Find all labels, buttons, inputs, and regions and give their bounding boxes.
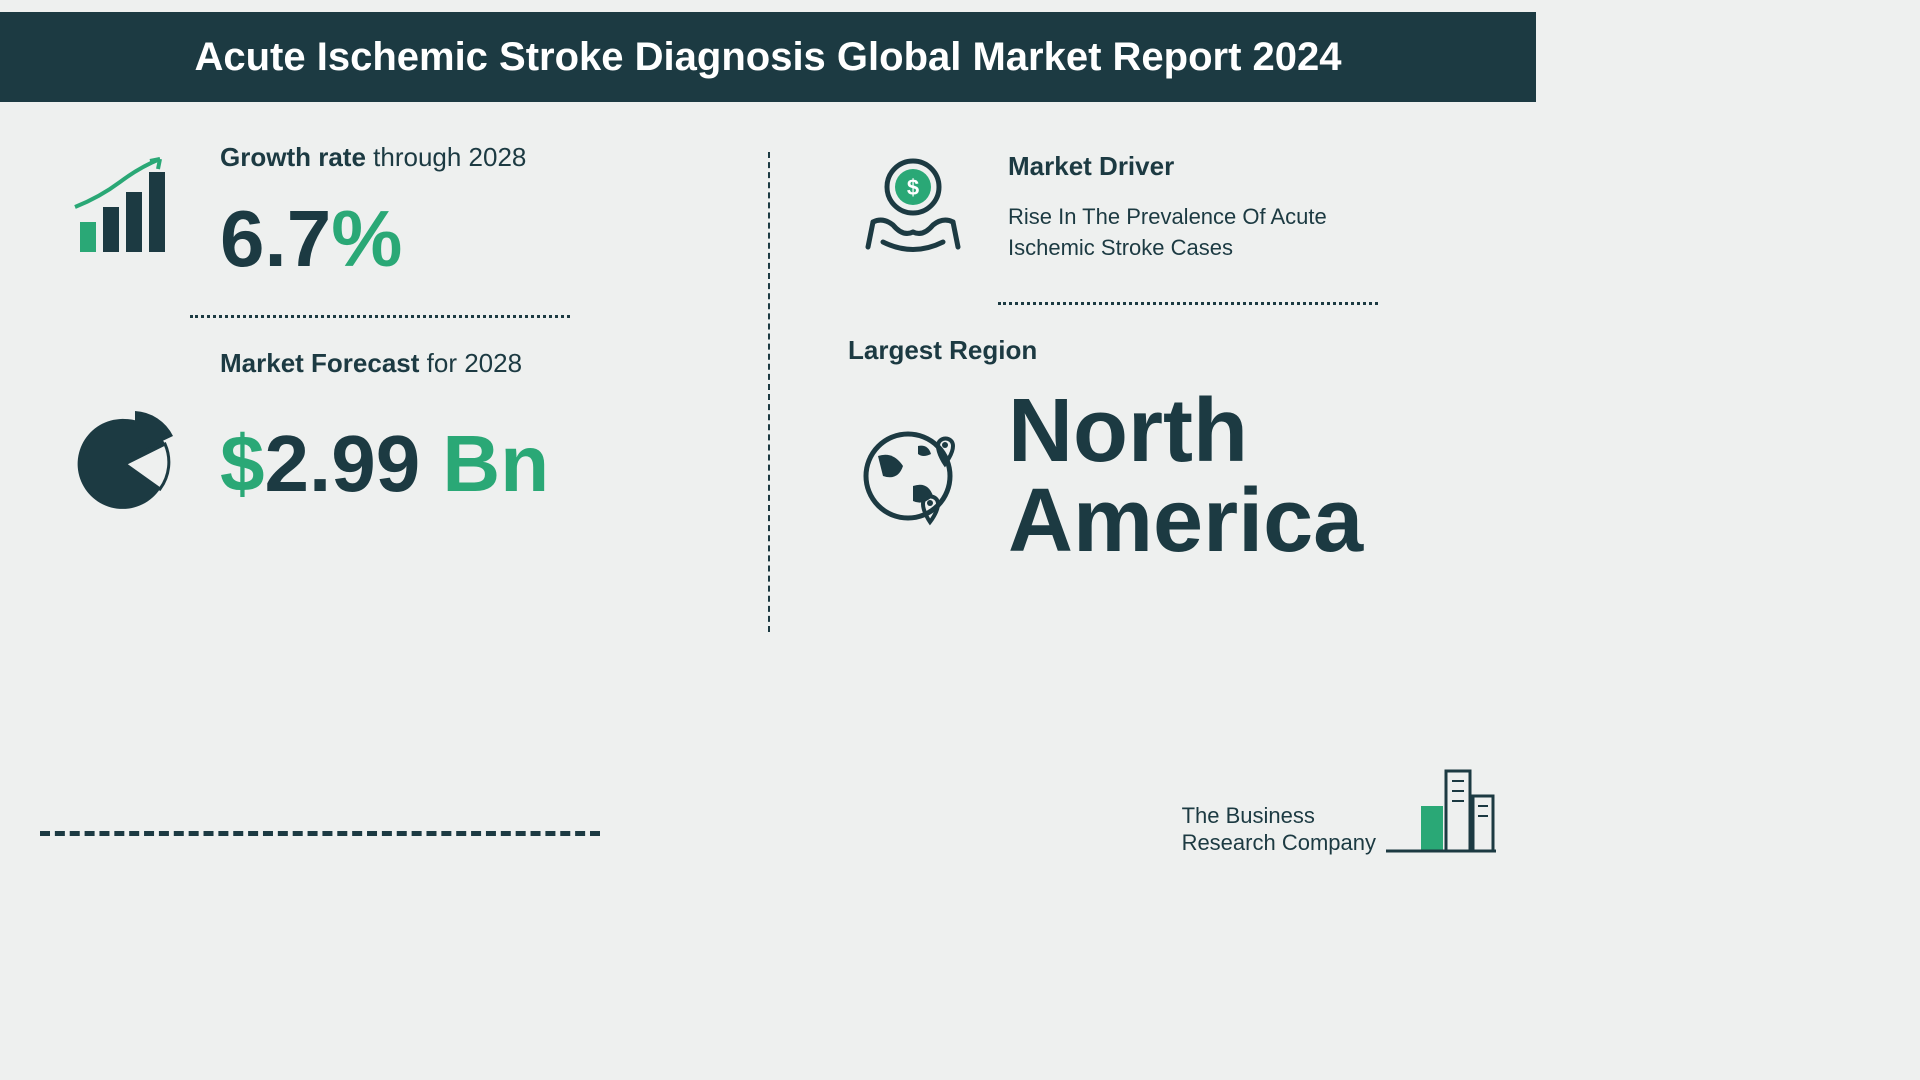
market-forecast-value: $2.99 Bn bbox=[220, 418, 549, 510]
report-title: Acute Ischemic Stroke Diagnosis Global M… bbox=[194, 35, 1341, 80]
right-column: $ Market Driver Rise In The Prevalence O… bbox=[768, 142, 1476, 596]
hands-coin-icon: $ bbox=[848, 142, 978, 272]
left-column: Growth rate through 2028 6.7% Market For… bbox=[60, 142, 768, 596]
market-driver-label: Market Driver bbox=[1008, 151, 1408, 182]
market-forecast-label: Market Forecast for 2028 bbox=[220, 348, 728, 379]
largest-region-block: Largest Region bbox=[848, 335, 1476, 566]
header-bar: Acute Ischemic Stroke Diagnosis Global M… bbox=[0, 12, 1536, 102]
dotted-divider-right bbox=[998, 302, 1378, 305]
content-area: Growth rate through 2028 6.7% Market For… bbox=[0, 102, 1536, 596]
company-logo: The BusinessResearch Company bbox=[1182, 761, 1496, 856]
largest-region-value: NorthAmerica bbox=[1008, 386, 1363, 566]
globe-pins-icon bbox=[848, 411, 978, 541]
market-forecast-block: Market Forecast for 2028 $2.99 Bn bbox=[60, 348, 728, 529]
vertical-divider bbox=[768, 152, 770, 632]
market-driver-text: Rise In The Prevalence Of Acute Ischemic… bbox=[1008, 202, 1408, 264]
growth-chart-icon bbox=[60, 142, 190, 272]
dotted-divider-left bbox=[190, 315, 570, 318]
pie-chart-icon bbox=[60, 399, 190, 529]
company-logo-text: The BusinessResearch Company bbox=[1182, 803, 1376, 856]
growth-rate-value: 6.7% bbox=[220, 193, 526, 285]
growth-rate-label: Growth rate through 2028 bbox=[220, 142, 526, 173]
largest-region-label: Largest Region bbox=[848, 335, 1476, 366]
buildings-icon bbox=[1386, 761, 1496, 856]
bottom-dashed-line bbox=[40, 831, 600, 836]
growth-rate-block: Growth rate through 2028 6.7% bbox=[60, 142, 728, 285]
market-driver-block: $ Market Driver Rise In The Prevalence O… bbox=[848, 142, 1476, 272]
svg-text:$: $ bbox=[907, 175, 919, 200]
